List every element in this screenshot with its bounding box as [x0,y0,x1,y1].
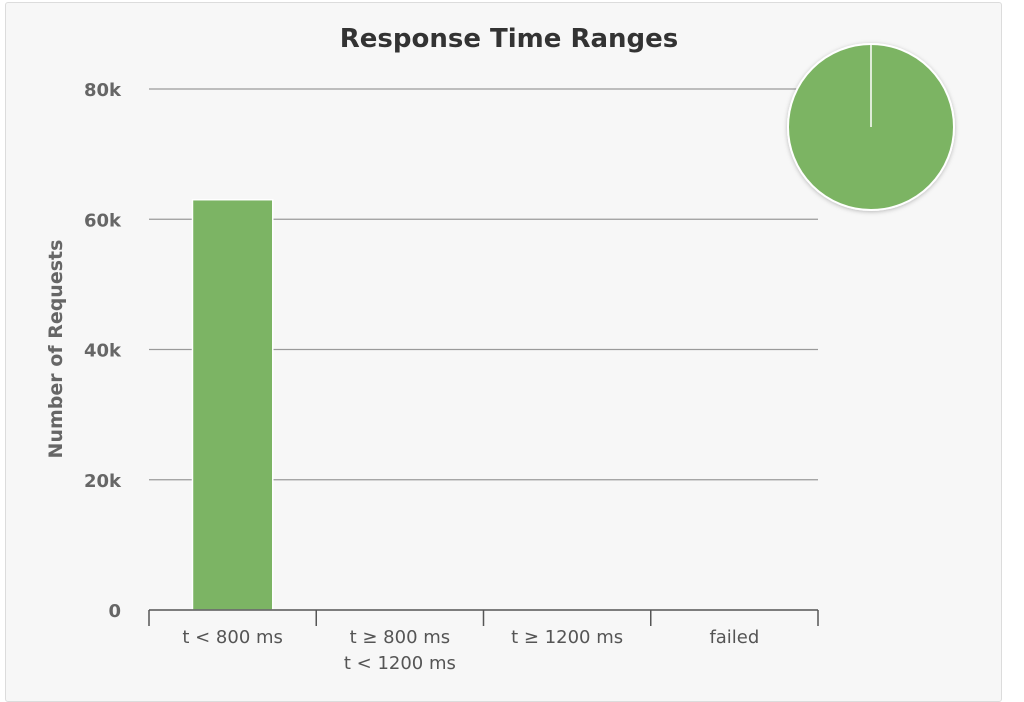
bars [191,198,274,611]
y-tick-label: 20k [84,471,122,492]
x-tick-label: t ≥ 1200 ms [511,627,623,648]
y-tick-label: 60k [84,210,122,231]
x-tick-label: t < 800 ms [182,627,283,648]
y-axis-ticks: 0 20k 40k 60k 80k [84,80,122,622]
y-tick-label: 0 [108,601,121,622]
y-axis-label: Number of Requests [45,240,67,459]
pie-chart [787,43,955,211]
chart-title: Response Time Ranges [340,24,679,54]
x-tick-label: t ≥ 800 ms [350,627,451,648]
y-tick-label: 40k [84,341,122,362]
y-tick-label: 80k [84,80,122,101]
x-axis: t < 800 ms t ≥ 800 ms t < 1200 ms t ≥ 1200 … [148,609,819,674]
x-tick-label: failed [709,627,759,648]
bar [191,198,274,611]
x-tick-label: t < 1200 ms [344,653,456,674]
